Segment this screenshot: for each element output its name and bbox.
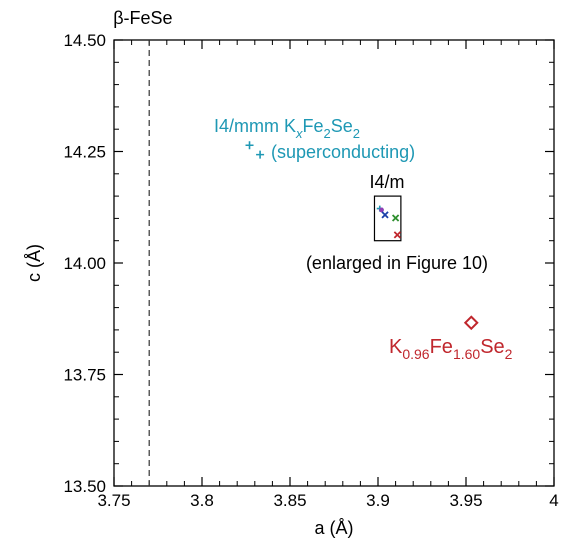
- x-tick-label: 3.9: [366, 491, 390, 510]
- y-tick-label: 14.00: [63, 254, 106, 273]
- data-point-plus: [245, 141, 254, 150]
- y-axis-label: c (Å): [24, 244, 44, 282]
- x-tick-label: 4: [549, 491, 558, 510]
- annotation-enlarged: (enlarged in Figure 10): [306, 253, 488, 273]
- x-axis-label: a (Å): [314, 518, 353, 538]
- y-tick-label: 14.50: [63, 31, 106, 50]
- data-point-circle: [379, 207, 384, 213]
- y-tick-label: 13.50: [63, 477, 106, 496]
- data-point-x: [391, 214, 400, 222]
- annotation-i4mmm: I4/mmm KxFe2Se2: [214, 116, 360, 141]
- data-point-plus: [256, 150, 265, 159]
- annotation-compound: K0.96Fe1.60Se2: [389, 336, 513, 362]
- data-point-x: [381, 211, 389, 219]
- y-tick-label: 14.25: [63, 143, 106, 162]
- annotation-i4m: I4/m: [369, 172, 404, 192]
- y-tick-label: 13.75: [63, 366, 106, 385]
- x-tick-label: 3.8: [190, 491, 214, 510]
- x-tick-label: 3.85: [273, 491, 306, 510]
- x-tick-label: 3.95: [449, 491, 482, 510]
- data-point-diamond: [463, 315, 479, 331]
- annotation-superconducting: (superconducting): [271, 142, 415, 162]
- reference-line-label: β-FeSe: [113, 8, 172, 28]
- i4m-region-box: [373, 195, 402, 242]
- data-point-x: [393, 231, 401, 239]
- x-tick-label: 3.75: [97, 491, 130, 510]
